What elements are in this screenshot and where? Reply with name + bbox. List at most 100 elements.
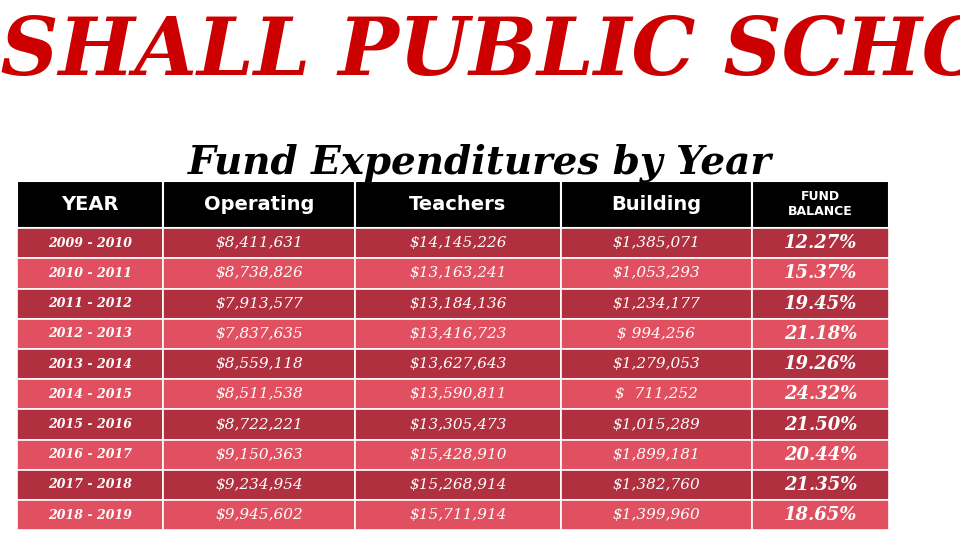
Text: 2009 - 2010: 2009 - 2010 (48, 237, 132, 249)
Bar (17, 349, 163, 379)
Text: $  711,252: $ 711,252 (614, 387, 698, 401)
Text: $7,913,577: $7,913,577 (215, 296, 303, 310)
Bar (163, 258, 355, 288)
Text: $1,385,071: $1,385,071 (612, 236, 700, 250)
Bar (355, 470, 561, 500)
Text: 2012 - 2013: 2012 - 2013 (48, 327, 132, 340)
Bar (355, 181, 561, 228)
Bar (561, 228, 752, 258)
Bar (752, 319, 889, 349)
Bar (17, 500, 163, 530)
Text: $1,015,289: $1,015,289 (612, 417, 700, 431)
Text: 24.32%: 24.32% (784, 385, 857, 403)
Bar (163, 500, 355, 530)
Bar (752, 228, 889, 258)
Text: $1,382,760: $1,382,760 (612, 478, 700, 492)
Bar (163, 228, 355, 258)
Text: 21.50%: 21.50% (784, 415, 857, 434)
Bar (17, 228, 163, 258)
Text: $1,279,053: $1,279,053 (612, 357, 700, 371)
Bar (163, 379, 355, 409)
Text: $13,416,723: $13,416,723 (409, 327, 507, 341)
Bar (163, 288, 355, 319)
Text: 2017 - 2018: 2017 - 2018 (48, 478, 132, 491)
Text: $15,711,914: $15,711,914 (409, 508, 507, 522)
Bar (17, 181, 163, 228)
Bar (752, 181, 889, 228)
Bar (561, 349, 752, 379)
Bar (561, 379, 752, 409)
Text: $1,399,960: $1,399,960 (612, 508, 700, 522)
Bar (17, 440, 163, 470)
Bar (561, 440, 752, 470)
Text: 12.27%: 12.27% (784, 234, 857, 252)
Text: 2018 - 2019: 2018 - 2019 (48, 509, 132, 522)
Text: $9,234,954: $9,234,954 (215, 478, 303, 492)
Bar (752, 288, 889, 319)
Bar (355, 228, 561, 258)
Text: Teachers: Teachers (409, 195, 507, 214)
Text: 2013 - 2014: 2013 - 2014 (48, 357, 132, 370)
Text: $8,411,631: $8,411,631 (215, 236, 303, 250)
Text: YEAR: YEAR (61, 195, 119, 214)
Text: 2015 - 2016: 2015 - 2016 (48, 418, 132, 431)
Bar (561, 288, 752, 319)
Text: 19.26%: 19.26% (784, 355, 857, 373)
Bar (17, 319, 163, 349)
Text: Building: Building (612, 195, 702, 214)
Bar (561, 470, 752, 500)
Text: $9,150,363: $9,150,363 (215, 448, 303, 462)
Bar (355, 440, 561, 470)
Bar (163, 470, 355, 500)
Bar (561, 500, 752, 530)
Text: $13,590,811: $13,590,811 (409, 387, 507, 401)
Bar (17, 258, 163, 288)
Text: $8,722,221: $8,722,221 (215, 417, 303, 431)
Text: 21.35%: 21.35% (784, 476, 857, 494)
Text: 2016 - 2017: 2016 - 2017 (48, 448, 132, 461)
Bar (163, 349, 355, 379)
Text: 19.45%: 19.45% (784, 295, 857, 313)
Text: $1,899,181: $1,899,181 (612, 448, 700, 462)
Text: $8,738,826: $8,738,826 (215, 266, 303, 280)
Text: $1,053,293: $1,053,293 (612, 266, 700, 280)
Bar (17, 288, 163, 319)
Bar (163, 440, 355, 470)
Text: $15,428,910: $15,428,910 (409, 448, 507, 462)
Text: 2011 - 2012: 2011 - 2012 (48, 297, 132, 310)
Text: $8,511,538: $8,511,538 (215, 387, 303, 401)
Text: 20.44%: 20.44% (784, 446, 857, 464)
Text: 2010 - 2011: 2010 - 2011 (48, 267, 132, 280)
Bar (355, 288, 561, 319)
Bar (355, 500, 561, 530)
Text: $7,837,635: $7,837,635 (215, 327, 303, 341)
Text: 21.18%: 21.18% (784, 325, 857, 343)
Text: $13,184,136: $13,184,136 (409, 296, 507, 310)
Text: Fund Expenditures by Year: Fund Expenditures by Year (188, 143, 772, 181)
Bar (752, 409, 889, 440)
Bar (752, 470, 889, 500)
Text: $13,163,241: $13,163,241 (409, 266, 507, 280)
Text: 15.37%: 15.37% (784, 265, 857, 282)
Bar (355, 379, 561, 409)
Text: $8,559,118: $8,559,118 (215, 357, 303, 371)
Text: 18.65%: 18.65% (784, 506, 857, 524)
Text: $9,945,602: $9,945,602 (215, 508, 303, 522)
Bar (355, 349, 561, 379)
Bar (561, 258, 752, 288)
Text: Operating: Operating (204, 195, 315, 214)
Text: $13,627,643: $13,627,643 (409, 357, 507, 371)
Text: MARSHALL PUBLIC SCHOOLS: MARSHALL PUBLIC SCHOOLS (0, 14, 960, 91)
Bar (752, 349, 889, 379)
Text: $14,145,226: $14,145,226 (409, 236, 507, 250)
Bar (17, 470, 163, 500)
Bar (752, 379, 889, 409)
Bar (752, 500, 889, 530)
Text: $1,234,177: $1,234,177 (612, 296, 700, 310)
Bar (561, 181, 752, 228)
Text: 2014 - 2015: 2014 - 2015 (48, 388, 132, 401)
Bar (355, 258, 561, 288)
Text: FUND
BALANCE: FUND BALANCE (788, 191, 852, 219)
Text: $13,305,473: $13,305,473 (409, 417, 507, 431)
Text: $15,268,914: $15,268,914 (409, 478, 507, 492)
